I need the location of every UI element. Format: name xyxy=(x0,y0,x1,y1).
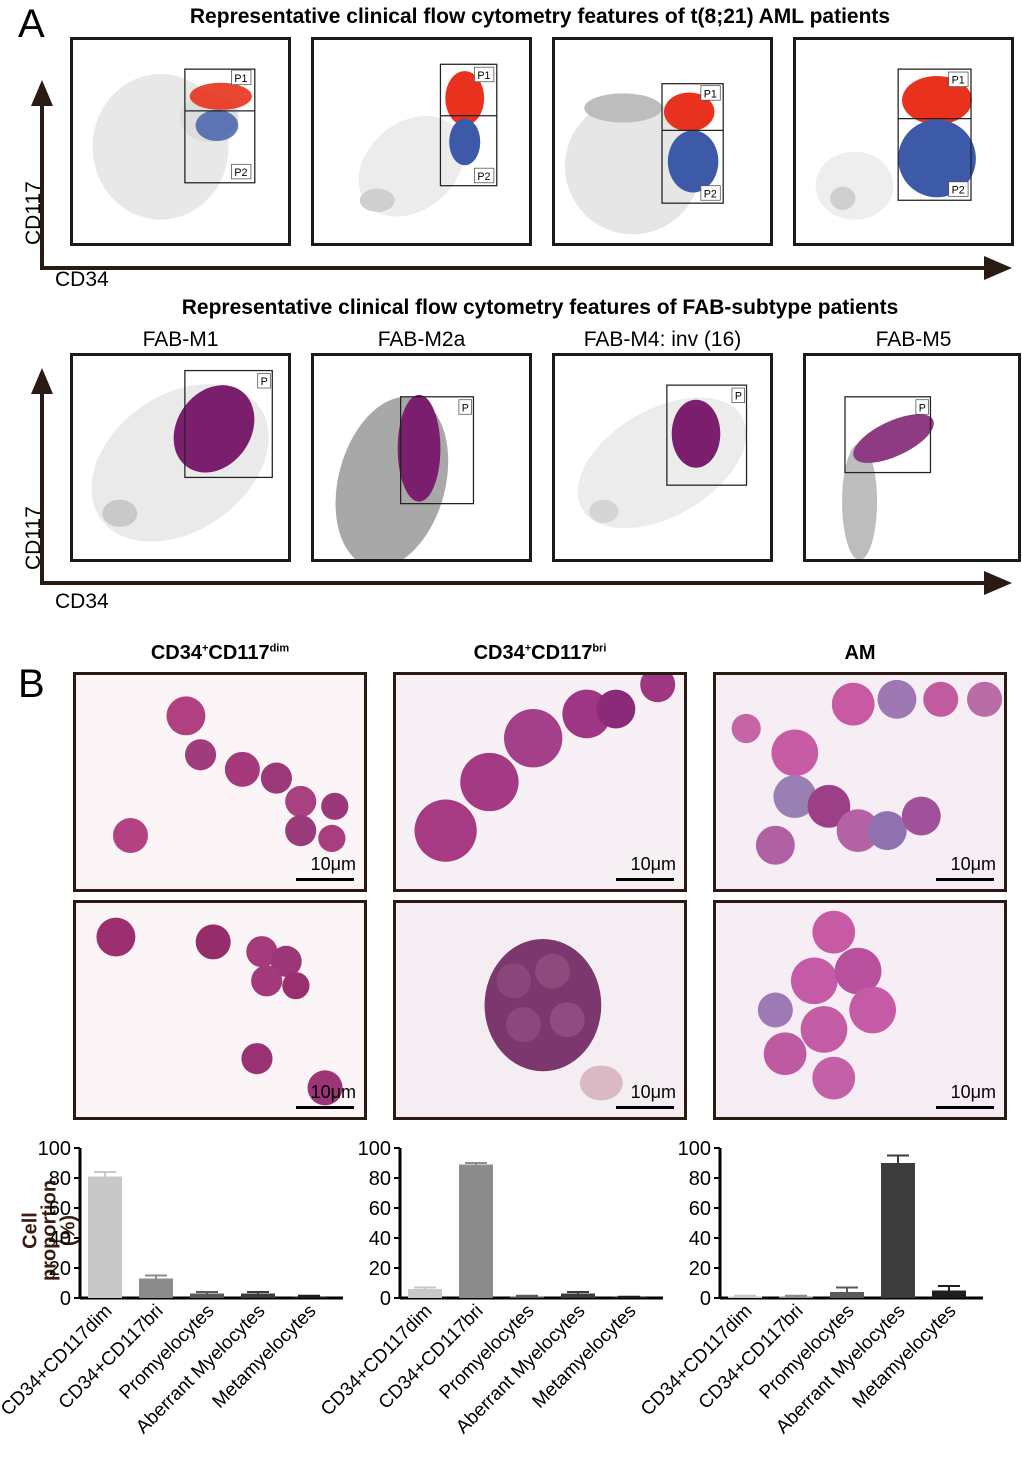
micrograph-am-2: 10μm xyxy=(713,900,1007,1120)
scale-bar xyxy=(936,878,994,881)
panel-a-top-title: Representative clinical flow cytometry f… xyxy=(189,5,891,28)
flow-plot-fab-m4: P xyxy=(552,353,773,562)
gate-label-p2: P2 xyxy=(477,171,490,183)
scale-label: 10μm xyxy=(950,1082,996,1102)
scale-bar xyxy=(616,878,674,881)
bar-2 xyxy=(190,1293,224,1298)
flow-plot-t821-4: P1 P2 xyxy=(793,37,1014,246)
bar-chart-am: 0 20 40 60 80 100 CD34+CD117dim CD34+CD117bri Pr… xyxy=(637,1135,1020,1480)
gate-label-p2: P2 xyxy=(704,188,717,200)
gate-label-p: P xyxy=(735,391,742,403)
y-tick-label: 0 xyxy=(700,1288,711,1310)
panel-a-letter: A xyxy=(18,2,45,46)
y-tick-label: 80 xyxy=(369,1168,391,1190)
flow-plot-fab-m5: P xyxy=(803,353,1021,562)
flow-plot-fab-m1: P xyxy=(70,353,291,562)
flow-plot-t821-2: P1 P2 xyxy=(311,37,532,246)
y-tick-label: 100 xyxy=(678,1138,711,1160)
scale-bar xyxy=(296,878,354,881)
scale-label: 10μm xyxy=(630,1082,676,1102)
y-tick-label: 100 xyxy=(358,1138,391,1160)
panel-b-letter: B xyxy=(18,662,45,706)
flow-plot-fab-m2a: P xyxy=(311,353,532,562)
gate-label-p: P xyxy=(919,402,926,414)
scale-label: 10μm xyxy=(310,854,356,874)
bar-3 xyxy=(561,1293,595,1298)
bar-chart-dim: 0 20 40 60 80 100 CD34+CD117dim CD34+CD117bri Pr… xyxy=(0,1135,380,1480)
gate-label-p1: P1 xyxy=(704,88,717,100)
y-tick-label: 60 xyxy=(49,1198,71,1220)
gate-label-p: P xyxy=(261,376,268,388)
y-tick-label: 40 xyxy=(689,1228,711,1250)
bar-2 xyxy=(510,1296,544,1298)
panel-a-bottom-ylabel: CD117 xyxy=(22,506,45,570)
panel-a-bottom-axes xyxy=(31,368,1012,595)
y-tick-label: 80 xyxy=(689,1168,711,1190)
fab-label-m2a: FAB-M2a xyxy=(377,328,466,351)
flow-plot-t821-1: P1 P2 xyxy=(70,37,291,246)
flow-plot-t821-3: P1 P2 xyxy=(552,37,773,246)
gate-label-p2: P2 xyxy=(952,184,965,196)
y-tick-label: 20 xyxy=(689,1258,711,1280)
y-tick-label: 100 xyxy=(38,1138,71,1160)
gate-label-p2: P2 xyxy=(234,167,247,179)
scale-label: 10μm xyxy=(630,854,676,874)
scale-bar xyxy=(936,1106,994,1109)
micrograph-dim-2: 10μm xyxy=(73,900,367,1120)
bar-3 xyxy=(241,1293,275,1298)
bar-1 xyxy=(459,1164,493,1298)
bar-0 xyxy=(88,1176,122,1298)
panel-a-bottom-title: Representative clinical flow cytometry f… xyxy=(181,296,899,319)
fab-label-m1: FAB-M1 xyxy=(142,328,219,351)
micrograph-bri-2: 10μm xyxy=(393,900,687,1120)
micrograph-am-1: 10μm xyxy=(713,672,1007,892)
column-title-dim: CD34+CD117dim xyxy=(150,642,290,664)
scale-bar xyxy=(296,1106,354,1109)
bar-2 xyxy=(830,1292,864,1298)
y-tick-label: 20 xyxy=(49,1258,71,1280)
y-tick-label: 60 xyxy=(689,1198,711,1220)
gate-label-p1: P1 xyxy=(952,75,965,87)
panel-a-top-xlabel: CD34 xyxy=(55,268,109,291)
micrograph-dim-1: 10μm xyxy=(73,672,367,892)
y-tick-label: 40 xyxy=(49,1228,71,1250)
y-tick-label: 20 xyxy=(369,1258,391,1280)
bar-0 xyxy=(408,1289,442,1298)
y-tick-label: 0 xyxy=(60,1288,71,1310)
bar-1 xyxy=(139,1278,173,1298)
panel-a-bottom-xlabel: CD34 xyxy=(55,590,109,613)
bar-chart-bri: 0 20 40 60 80 100 CD34+CD117dim CD34+CD117bri Pr… xyxy=(317,1135,700,1480)
scale-label: 10μm xyxy=(310,1082,356,1102)
scale-bar xyxy=(616,1106,674,1109)
bar-0 xyxy=(728,1296,762,1298)
bar-1 xyxy=(779,1296,813,1298)
fab-label-m5: FAB-M5 xyxy=(875,328,952,351)
fab-label-m4: FAB-M4: inv (16) xyxy=(583,328,742,351)
bar-4 xyxy=(292,1296,326,1298)
column-title-am: AM xyxy=(844,642,876,664)
y-tick-label: 60 xyxy=(369,1198,391,1220)
y-tick-label: 80 xyxy=(49,1168,71,1190)
gate-label-p1: P1 xyxy=(234,73,247,85)
column-title-bri: CD34+CD117bri xyxy=(473,642,607,664)
panel-a-top-ylabel: CD117 xyxy=(22,181,45,245)
y-tick-label: 0 xyxy=(380,1288,391,1310)
micrograph-bri-1: 10μm xyxy=(393,672,687,892)
gate-label-p1: P1 xyxy=(477,70,490,82)
bar-3 xyxy=(881,1163,915,1298)
gate-label-p: P xyxy=(462,402,469,414)
y-tick-label: 40 xyxy=(369,1228,391,1250)
scale-label: 10μm xyxy=(950,854,996,874)
panel-a-top-axes xyxy=(31,80,1012,280)
bar-4 xyxy=(932,1290,966,1298)
